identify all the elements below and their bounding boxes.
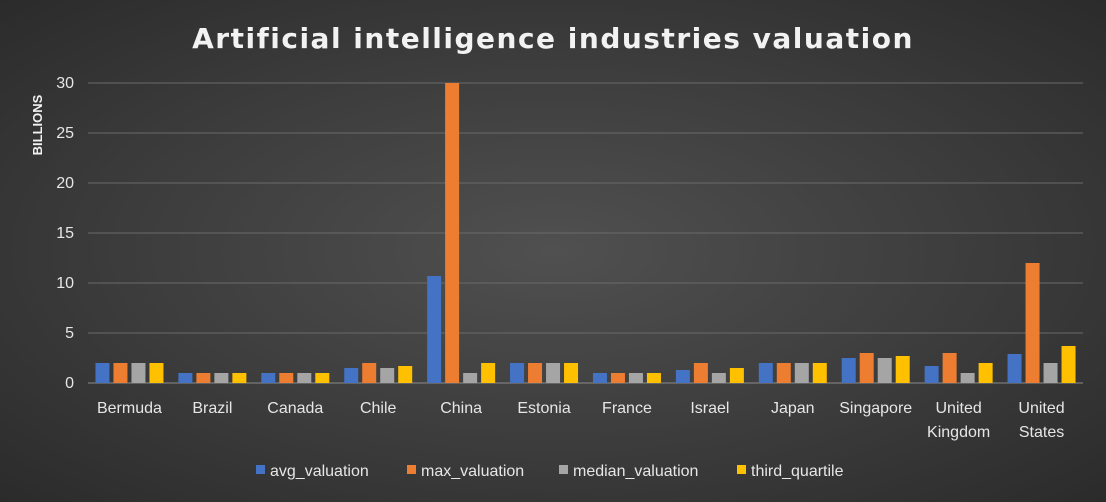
y-tick-label: 30 [56,75,74,92]
y-tick-label: 10 [56,275,74,292]
y-axis-ticks: 0 5 10 15 20 25 30 [56,75,74,392]
bar-max_valuation [528,363,543,383]
bar-third_quartile [812,363,827,383]
bar-third_quartile [646,373,661,383]
bar-max_valuation [279,373,294,383]
legend-swatch-max_valuation [407,465,416,474]
x-tick-label: United [936,400,982,417]
bar-avg_valuation [178,373,193,383]
bar-third_quartile [398,366,413,383]
bar-avg_valuation [758,363,773,383]
y-tick-label: 25 [56,125,74,142]
y-axis-label: BILLIONS [30,94,45,155]
legend-label-median_valuation: median_valuation [573,463,698,480]
bar-median_valuation [380,368,395,383]
bar-max_valuation [776,363,791,383]
x-tick-label: Canada [267,400,323,417]
bar-max_valuation [196,373,211,383]
y-tick-label: 5 [65,325,74,342]
bar-median_valuation [131,363,146,383]
bar-median_valuation [1043,363,1058,383]
bar-max_valuation [610,373,625,383]
x-tick-label: Singapore [839,400,912,417]
bars [95,83,1076,383]
bar-avg_valuation [675,370,690,383]
bar-avg_valuation [344,368,359,383]
bar-max_valuation [859,353,874,383]
y-tick-label: 20 [56,175,74,192]
bar-avg_valuation [427,276,442,383]
legend-label-third_quartile: third_quartile [751,463,844,480]
bar-median_valuation [463,373,478,383]
y-tick-label: 0 [65,375,74,392]
bar-median_valuation [546,363,561,383]
chart-title: Artificial intelligence industries valua… [192,22,914,55]
legend-label-avg_valuation: avg_valuation [270,463,369,480]
x-tick-label: States [1019,424,1064,441]
bar-median_valuation [214,373,229,383]
bar-third_quartile [232,373,247,383]
bar-third_quartile [315,373,330,383]
bar-avg_valuation [841,358,856,383]
legend-label-max_valuation: max_valuation [421,463,524,480]
bar-third_quartile [564,363,579,383]
bar-third_quartile [978,363,993,383]
bar-max_valuation [445,83,460,383]
bar-median_valuation [794,363,809,383]
bar-avg_valuation [261,373,276,383]
bar-third_quartile [895,356,910,383]
x-tick-label: United [1018,400,1064,417]
legend-swatch-median_valuation [559,465,568,474]
bar-third_quartile [149,363,164,383]
bar-max_valuation [693,363,708,383]
legend: avg_valuation max_valuation median_valuati… [256,463,844,480]
bar-median_valuation [628,373,643,383]
bar-avg_valuation [924,366,939,383]
bar-median_valuation [960,373,975,383]
y-tick-label: 15 [56,225,74,242]
x-tick-label: Chile [360,400,397,417]
x-tick-label: Japan [771,400,815,417]
bar-third_quartile [729,368,744,383]
bar-avg_valuation [592,373,607,383]
x-tick-label: Bermuda [97,400,162,417]
legend-swatch-avg_valuation [256,465,265,474]
bar-third_quartile [481,363,496,383]
bar-median_valuation [877,358,892,383]
x-tick-label: France [602,400,652,417]
bar-avg_valuation [1007,354,1022,383]
x-tick-label: China [440,400,482,417]
x-tick-label: Kingdom [927,424,990,441]
x-tick-label: Brazil [192,400,232,417]
bar-max_valuation [942,353,957,383]
bar-third_quartile [1061,346,1076,383]
bar-max_valuation [113,363,128,383]
bar-median_valuation [297,373,312,383]
bar-max_valuation [362,363,377,383]
bar-median_valuation [711,373,726,383]
bar-max_valuation [1025,263,1040,383]
bar-avg_valuation [95,363,110,383]
x-axis-ticks: Bermuda Brazil Canada Chile China Estonia Fran… [97,400,1065,441]
gridlines [88,82,1083,384]
x-tick-label: Israel [690,400,729,417]
x-tick-label: Estonia [517,400,570,417]
legend-swatch-third_quartile [737,465,746,474]
bar-avg_valuation [510,363,525,383]
